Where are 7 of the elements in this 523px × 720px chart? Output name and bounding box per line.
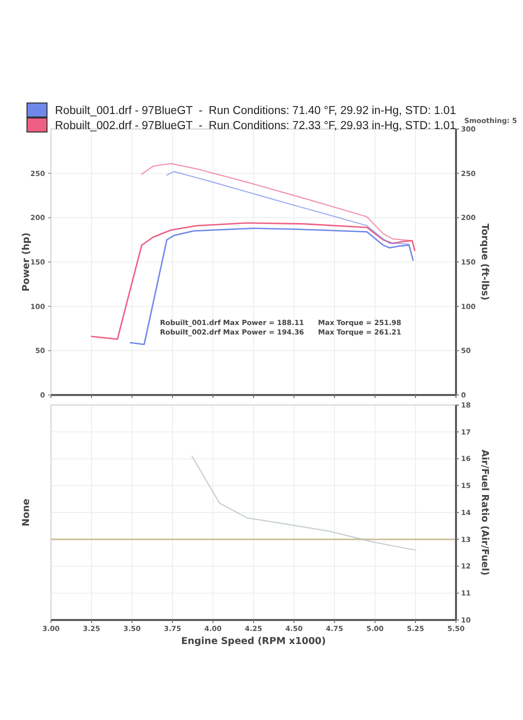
x-axis-title: Engine Speed (RPM x1000) bbox=[181, 636, 326, 647]
y-axis-title: None bbox=[21, 498, 32, 526]
legend-label: Robuilt_001.drf - 97BlueGT - Run Conditions: 71.40 °F, 29.92 in-Hg, STD: 1.01 bbox=[55, 105, 463, 117]
y-axis-title: Power (hp) bbox=[21, 232, 32, 292]
legend-label: Robuilt_002.drf - 97BlueGT - Run Conditions: 72.33 °F, 29.93 in-Hg, STD: 1.01 bbox=[55, 120, 463, 132]
y2-axis-title: Torque (ft-lbs) bbox=[479, 224, 490, 300]
y2-axis-title: Air/Fuel Ratio (Air/Fuel) bbox=[479, 450, 490, 576]
